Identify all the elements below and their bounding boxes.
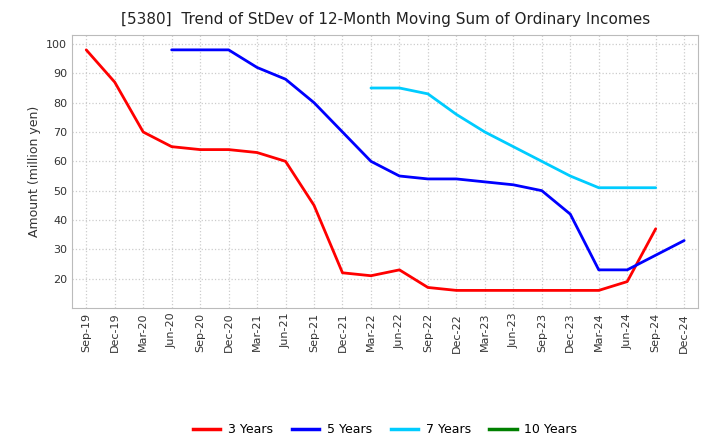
Y-axis label: Amount (million yen): Amount (million yen) <box>27 106 40 237</box>
Legend: 3 Years, 5 Years, 7 Years, 10 Years: 3 Years, 5 Years, 7 Years, 10 Years <box>188 418 582 440</box>
Title: [5380]  Trend of StDev of 12-Month Moving Sum of Ordinary Incomes: [5380] Trend of StDev of 12-Month Moving… <box>120 12 650 27</box>
